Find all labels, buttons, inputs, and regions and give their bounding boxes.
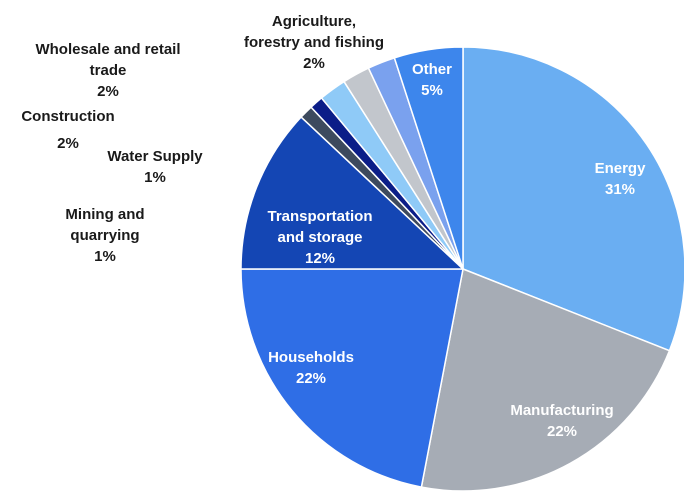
slice-value-mining-and-quarrying: 1% [94, 248, 116, 265]
slice-value-water-supply: 1% [144, 169, 166, 186]
slice-value-wholesale-and-retail-trade: 2% [97, 83, 119, 100]
slice-value-other: 5% [421, 82, 443, 99]
slice-label-transportation-and-storage: Transportation and storage [267, 208, 372, 246]
slice-value-manufacturing: 22% [547, 423, 577, 440]
slice-label-mining-and-quarrying: Mining and quarrying [65, 206, 144, 244]
slice-label-construction: Construction [21, 108, 114, 125]
slice-value-transportation-and-storage: 12% [305, 250, 335, 267]
slice-label-water-supply: Water Supply [107, 148, 203, 165]
slice-label-energy: Energy [595, 160, 647, 177]
slice-value-energy: 31% [605, 181, 635, 198]
pie-slice-manufacturing [420, 267, 671, 492]
pie-slice-energy [462, 46, 684, 352]
pie-slice-transportation-and-storage [240, 115, 465, 270]
slice-label-wholesale-and-retail-trade: Wholesale and retail trade [35, 41, 180, 79]
slice-value-agriculture-forestry-and-fishing: 2% [303, 55, 325, 72]
pie-slice-other [393, 46, 464, 270]
slice-label-manufacturing: Manufacturing [510, 402, 613, 419]
slice-value-construction: 2% [57, 135, 79, 152]
slice-label-households: Households [268, 349, 354, 366]
pie-slice-households [240, 268, 464, 488]
slice-value-households: 22% [296, 370, 326, 387]
slice-label-other: Other [412, 61, 452, 78]
slice-label-agriculture-forestry-and-fishing: Agriculture, forestry and fishing [244, 13, 384, 51]
